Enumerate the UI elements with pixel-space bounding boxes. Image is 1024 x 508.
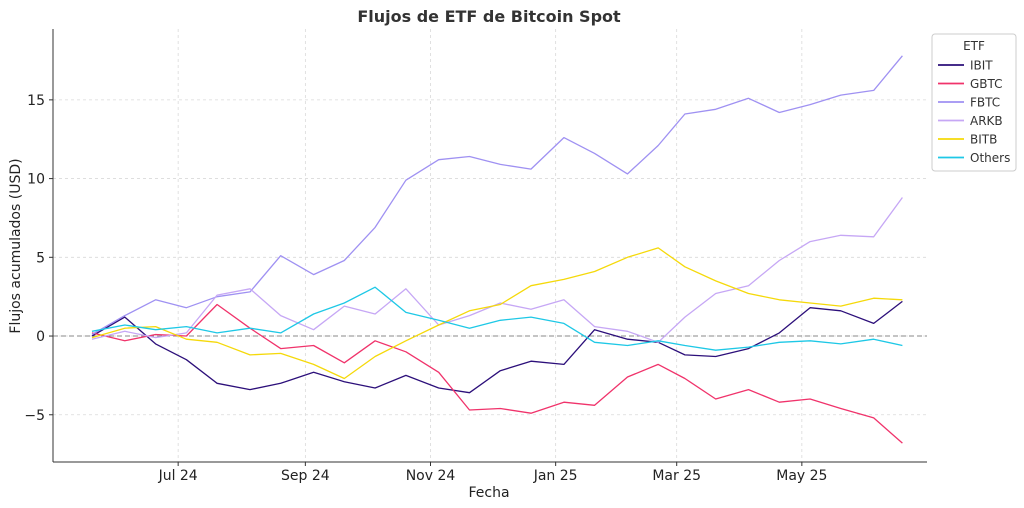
x-tick-label: Sep 24 bbox=[281, 468, 330, 484]
legend-label: IBIT bbox=[970, 59, 993, 73]
y-tick-label: 10 bbox=[27, 172, 45, 188]
legend-title: ETF bbox=[963, 39, 985, 53]
x-tick-label: Nov 24 bbox=[406, 468, 456, 484]
legend-label: GBTC bbox=[970, 77, 1003, 91]
grid bbox=[53, 29, 927, 462]
y-tick-label: 0 bbox=[36, 329, 45, 345]
series-line-bitb bbox=[91, 247, 903, 380]
x-tick-label: Jan 25 bbox=[533, 468, 578, 484]
legend-label: BITB bbox=[970, 133, 997, 147]
series-line-arkb bbox=[91, 197, 903, 343]
y-axis-title: Flujos acumulados (USD) bbox=[8, 158, 24, 333]
legend-box bbox=[931, 33, 1017, 172]
series-line-gbtc bbox=[91, 303, 903, 444]
y-tick-label: −5 bbox=[24, 408, 45, 424]
chart-title: Flujos de ETF de Bitcoin Spot bbox=[357, 7, 621, 26]
legend-label: Others bbox=[970, 151, 1010, 165]
x-tick-label: Mar 25 bbox=[652, 468, 701, 484]
legend: ETF IBIT GBTC FBTC ARKB BITB Others bbox=[931, 33, 1017, 172]
y-tick-label: 15 bbox=[27, 93, 45, 109]
series-line-others bbox=[91, 286, 903, 351]
series-lines bbox=[91, 55, 903, 444]
series-line-ibit bbox=[91, 300, 903, 394]
x-axis-title: Fecha bbox=[468, 485, 509, 501]
series-line-fbtc bbox=[91, 55, 903, 336]
x-tick-label: May 25 bbox=[776, 468, 827, 484]
x-tick-label: Jul 24 bbox=[158, 468, 198, 484]
legend-label: ARKB bbox=[970, 114, 1003, 128]
y-tick-label: 5 bbox=[36, 250, 45, 266]
legend-label: FBTC bbox=[970, 96, 1000, 110]
axes bbox=[49, 29, 927, 466]
tick-labels: Jul 24 Sep 24 Nov 24 Jan 25 Mar 25 May 25 −5 0 5… bbox=[24, 93, 827, 484]
